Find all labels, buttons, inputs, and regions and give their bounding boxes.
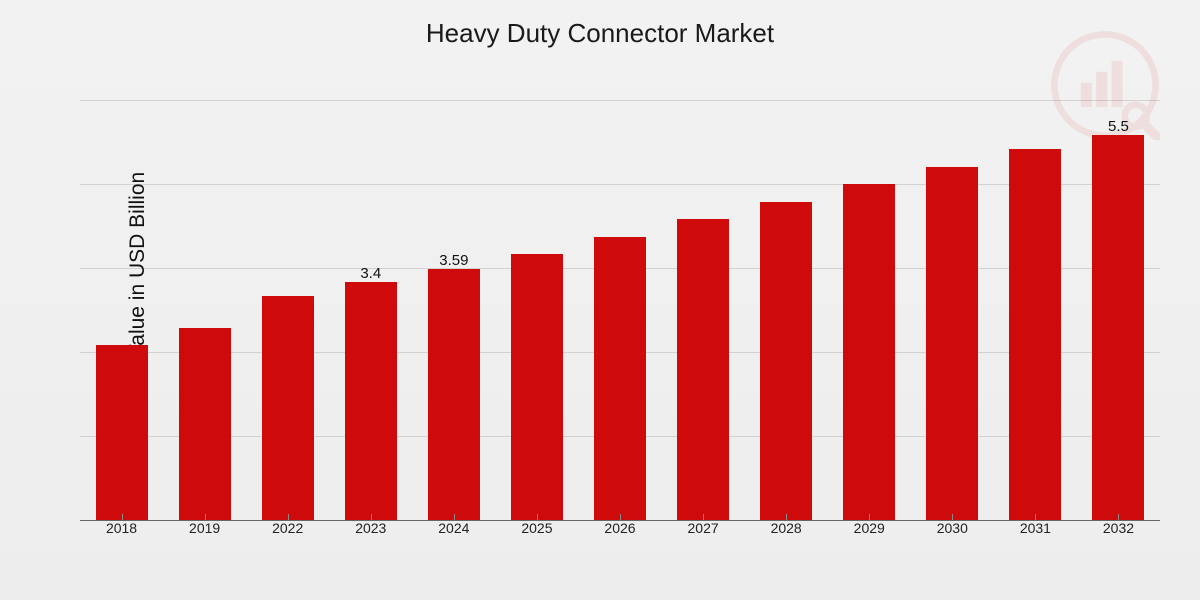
bar-wrap: 3.59 xyxy=(412,269,495,520)
x-tick: 2027 xyxy=(662,520,745,550)
x-tick: 2031 xyxy=(994,520,1077,550)
bar-wrap xyxy=(662,219,745,520)
bar-wrap: 3.4 xyxy=(329,282,412,520)
bar-value-label: 5.5 xyxy=(1108,118,1129,135)
plot-area: 3.43.595.5 xyxy=(80,100,1160,520)
x-tick: 2024 xyxy=(412,520,495,550)
x-tick: 2019 xyxy=(163,520,246,550)
bar xyxy=(345,282,397,520)
bar-value-label: 3.4 xyxy=(360,265,381,282)
x-tick: 2023 xyxy=(329,520,412,550)
x-axis: 2018201920222023202420252026202720282029… xyxy=(80,520,1160,550)
bar xyxy=(179,328,231,521)
bars-container: 3.43.595.5 xyxy=(80,100,1160,520)
x-tick: 2025 xyxy=(495,520,578,550)
bar-wrap xyxy=(911,167,994,521)
chart-title: Heavy Duty Connector Market xyxy=(0,18,1200,49)
bar-wrap xyxy=(495,254,578,520)
bar xyxy=(96,345,148,520)
bar xyxy=(677,219,729,520)
bar xyxy=(843,184,895,520)
bar xyxy=(1009,149,1061,520)
x-tick: 2030 xyxy=(911,520,994,550)
bar xyxy=(926,167,978,521)
bar xyxy=(594,237,646,521)
bar-wrap xyxy=(80,345,163,520)
bar xyxy=(262,296,314,520)
x-tick: 2028 xyxy=(745,520,828,550)
bar-wrap xyxy=(828,184,911,520)
x-tick: 2032 xyxy=(1077,520,1160,550)
bar-wrap xyxy=(578,237,661,521)
bar xyxy=(428,269,480,520)
x-tick: 2026 xyxy=(578,520,661,550)
x-tick: 2029 xyxy=(828,520,911,550)
x-tick: 2018 xyxy=(80,520,163,550)
bar xyxy=(1092,135,1144,520)
bar-wrap xyxy=(745,202,828,521)
bar-wrap xyxy=(246,296,329,520)
bar-value-label: 3.59 xyxy=(439,252,468,269)
bar-wrap: 5.5 xyxy=(1077,135,1160,520)
bar-wrap xyxy=(994,149,1077,520)
bar xyxy=(511,254,563,520)
bar-wrap xyxy=(163,328,246,521)
x-tick: 2022 xyxy=(246,520,329,550)
bar xyxy=(760,202,812,521)
